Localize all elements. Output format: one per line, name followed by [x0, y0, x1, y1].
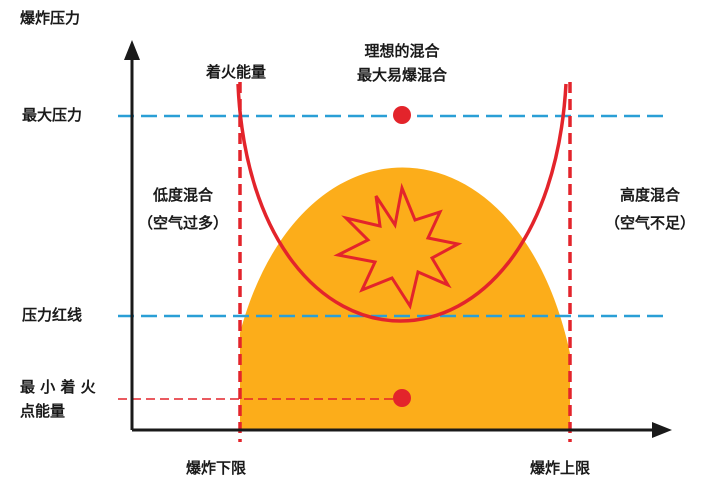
rich-mix-label: 高度混合 （空气不足）: [596, 186, 704, 232]
y-axis-arrow: [124, 40, 140, 60]
rich-mix-line1: 高度混合: [619, 186, 680, 204]
min-ignition-energy-label: 最 小 着 火 点能量: [20, 378, 96, 420]
explosion-burst-icon: [333, 182, 463, 310]
ignition-energy-curve: [236, 83, 568, 323]
lean-mix-line1: 低度混合: [152, 186, 213, 204]
min-ignition-line1: 最 小 着 火: [20, 378, 96, 396]
lean-mix-label: 低度混合 （空气过多）: [133, 186, 233, 232]
y-axis-label: 爆炸压力: [20, 9, 81, 27]
lower-limit-label: 爆炸下限: [186, 459, 247, 477]
rich-mix-line2: （空气不足）: [604, 214, 695, 232]
lean-mix-line2: （空气过多）: [137, 214, 228, 232]
ideal-mix-label: 理想的混合 最大易爆混合: [342, 42, 462, 84]
max-pressure-point: [393, 106, 411, 124]
ideal-mix-line1: 理想的混合: [364, 42, 440, 60]
ideal-mix-line2: 最大易爆混合: [356, 66, 447, 84]
ignition-energy-label: 着火能量: [206, 63, 267, 81]
max-pressure-label: 最大压力: [22, 106, 83, 124]
min-ignition-point: [393, 389, 411, 407]
x-axis-arrow: [652, 422, 672, 438]
pressure-redline-label: 压力红线: [22, 306, 83, 324]
min-ignition-line2: 点能量: [20, 402, 66, 420]
upper-limit-label: 爆炸上限: [530, 459, 591, 477]
